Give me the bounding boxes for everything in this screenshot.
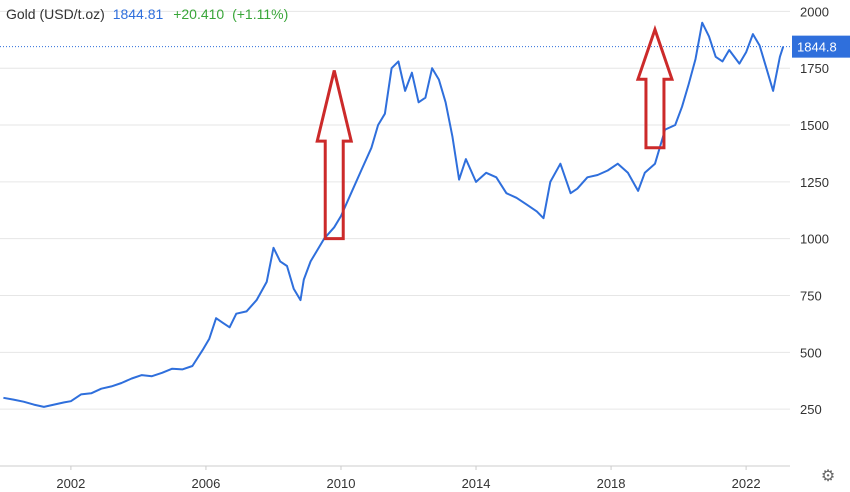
x-tick-label: 2002 bbox=[56, 476, 85, 491]
y-tick-label: 1250 bbox=[800, 175, 829, 190]
series-line-gold bbox=[3, 21, 785, 408]
price-change: +20.410 bbox=[173, 6, 225, 22]
x-tick-label: 2018 bbox=[597, 476, 626, 491]
gear-icon[interactable]: ⚙ bbox=[820, 468, 836, 485]
tick-labels: 250 500 750 1000 1250 1500 1750 2000 2002 2006 201… bbox=[56, 4, 828, 491]
y-tick-label: 1500 bbox=[800, 118, 829, 133]
grid-lines bbox=[0, 10, 790, 410]
y-tick-label: 1750 bbox=[800, 61, 829, 76]
current-price: 1844.81 bbox=[112, 6, 164, 22]
price-tag-bg bbox=[792, 35, 850, 58]
x-tick-label: 2006 bbox=[191, 476, 220, 491]
y-tick-label: 500 bbox=[800, 345, 822, 360]
y-tick-label: 750 bbox=[800, 289, 822, 304]
y-tick-label: 1000 bbox=[800, 232, 829, 247]
y-tick-label: 250 bbox=[800, 402, 822, 417]
annotations bbox=[315, 24, 675, 241]
price-change-percent: (+1.11%) bbox=[232, 6, 289, 22]
x-tick-label: 2022 bbox=[732, 476, 761, 491]
price-tag-label: 1844.8 bbox=[797, 40, 837, 55]
instrument-title: Gold (USD/t.oz) bbox=[6, 6, 105, 22]
x-tick-label: 2010 bbox=[327, 476, 356, 491]
y-tick-label: 2000 bbox=[800, 4, 829, 19]
price-tag: 1844.8 bbox=[792, 35, 850, 58]
up-arrow-annotation-2 bbox=[635, 24, 675, 150]
series-group bbox=[0, 21, 790, 408]
x-tick-label: 2014 bbox=[462, 476, 491, 491]
up-arrow-annotation-1 bbox=[315, 70, 354, 241]
axes bbox=[0, 465, 790, 470]
chart-header: Gold (USD/t.oz) 1844.81 +20.410 (+1.11%) bbox=[6, 6, 288, 22]
